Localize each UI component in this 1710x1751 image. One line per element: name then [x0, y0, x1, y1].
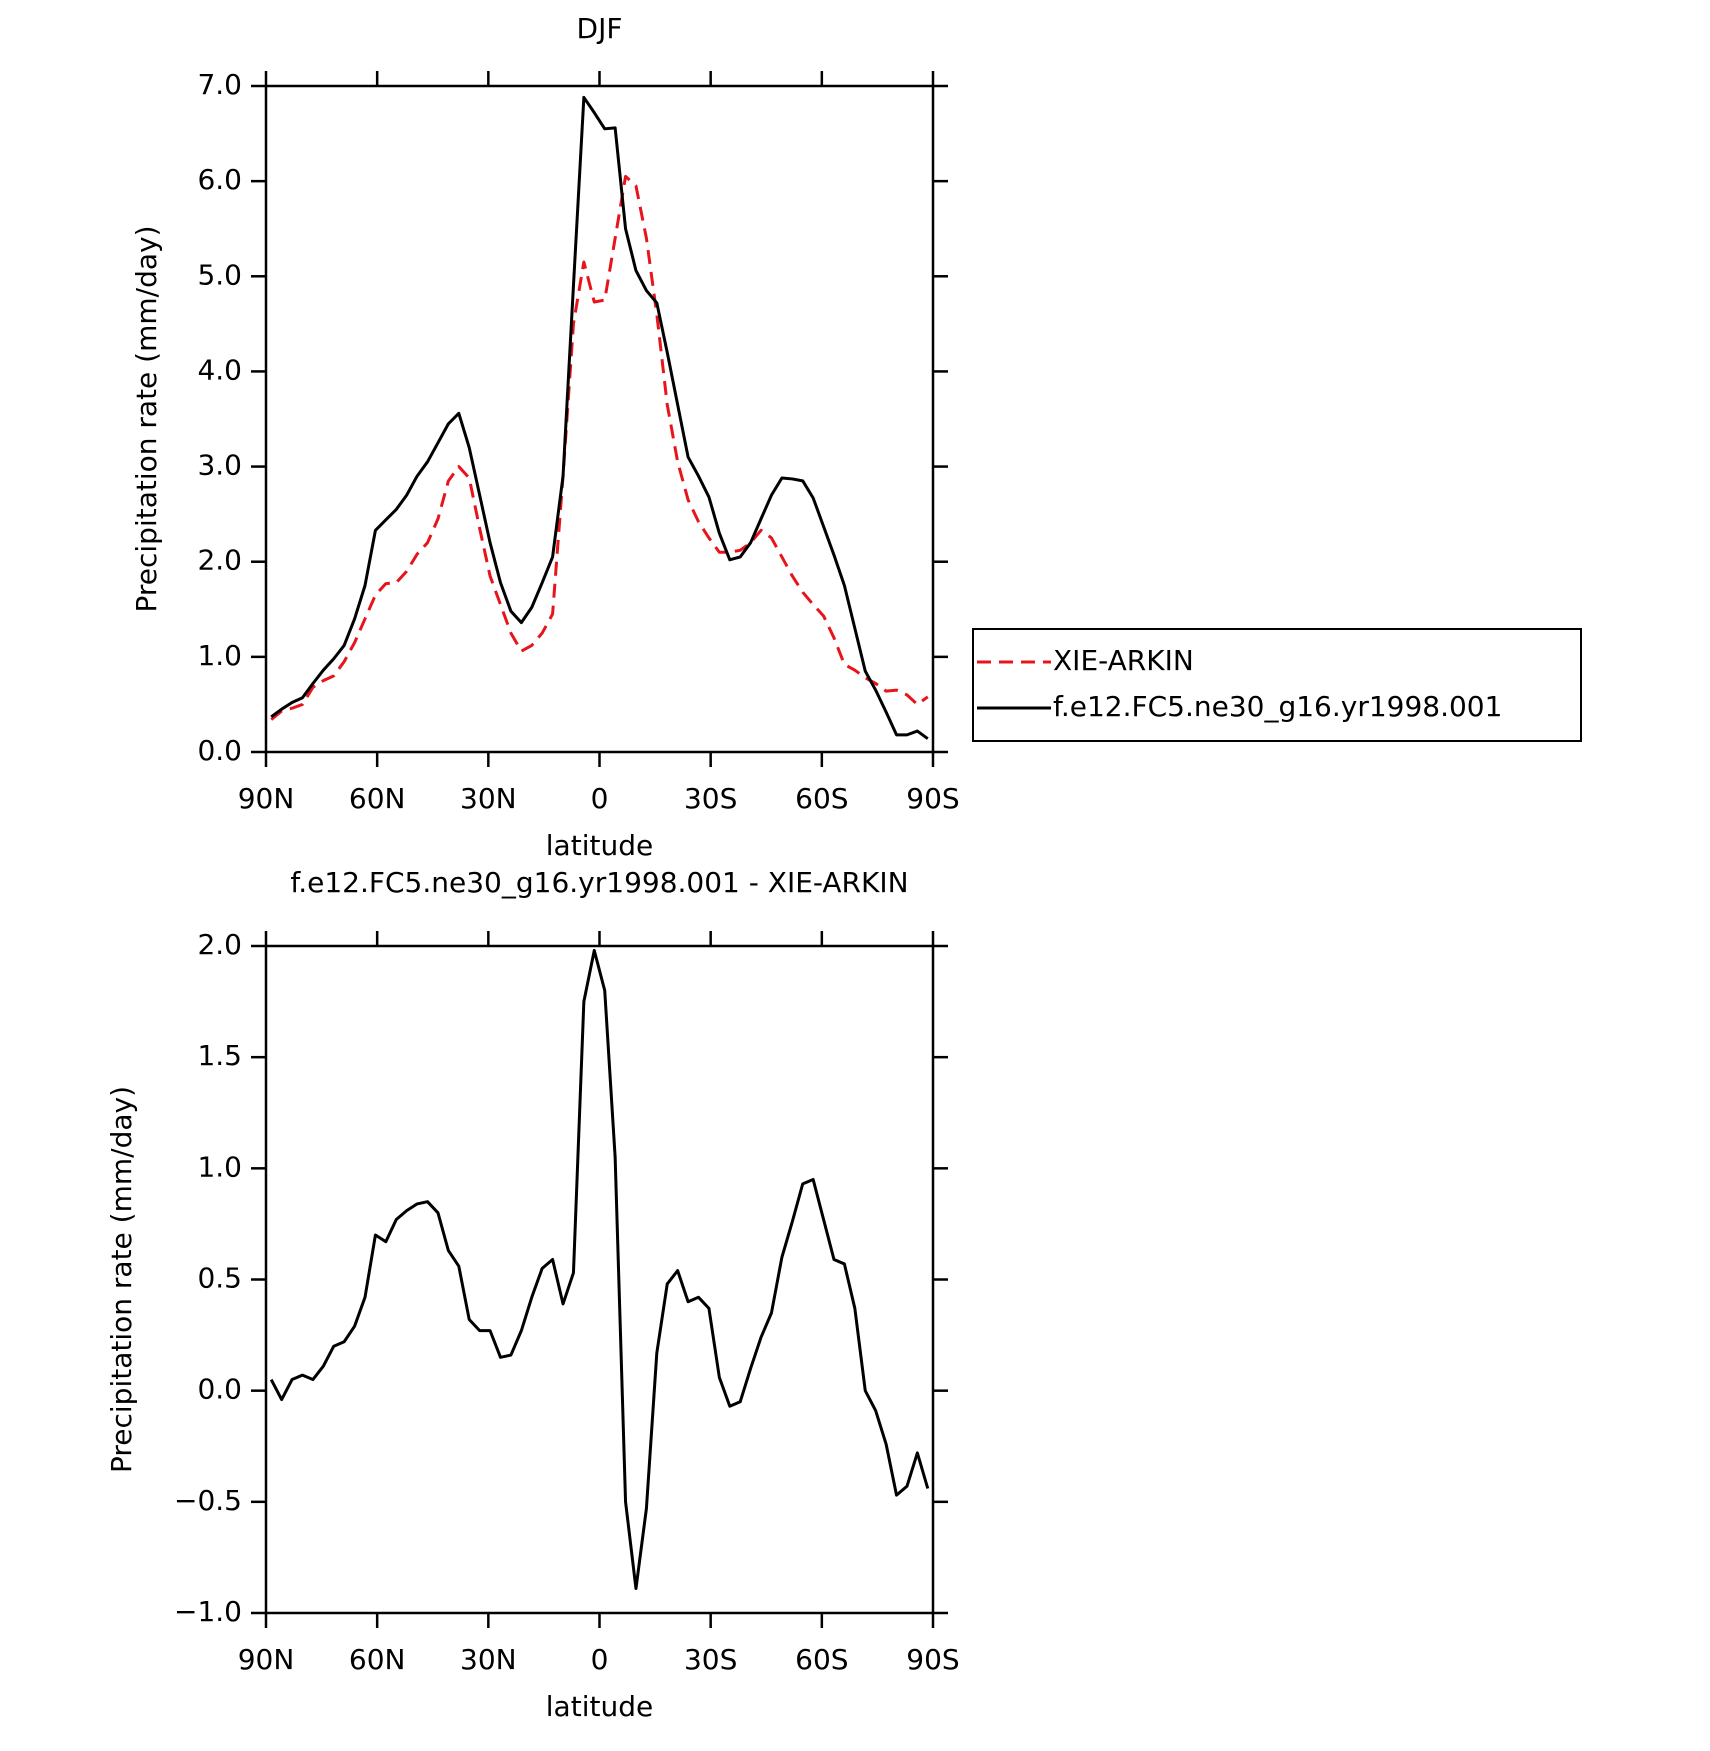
plot-frame	[264, 84, 935, 754]
legend-label: f.e12.FC5.ne30_g16.yr1998.001	[1053, 690, 1502, 723]
legend: XIE-ARKIN f.e12.FC5.ne30_g16.yr1998.001	[972, 628, 1582, 742]
y-tick-label: 1.0	[197, 639, 242, 672]
x-tick-label: 30N	[460, 782, 517, 815]
y-tick-label: 0.0	[197, 734, 242, 767]
x-tick-label: 90S	[906, 1643, 959, 1676]
y-tick-label: 1.0	[197, 1150, 242, 1183]
y-tick-label: 5.0	[197, 258, 242, 291]
x-tick-label: 0	[591, 1643, 609, 1676]
series-line	[270, 174, 929, 721]
y-tick-label: 2.0	[197, 928, 242, 961]
x-tick-label: 30S	[684, 1643, 737, 1676]
chart-title: f.e12.FC5.ne30_g16.yr1998.001 - XIE-ARKI…	[290, 866, 908, 899]
y-tick-label: 6.0	[197, 163, 242, 196]
series-line	[270, 95, 929, 740]
x-tick-label: 90N	[238, 782, 295, 815]
y-axis-label: Precipitation rate (mm/day)	[105, 1086, 138, 1473]
x-tick-label: 60S	[795, 1643, 848, 1676]
x-tick-label: 60S	[795, 782, 848, 815]
legend-label: XIE-ARKIN	[1053, 644, 1194, 677]
x-axis-label: latitude	[546, 1690, 653, 1723]
legend-box	[972, 628, 1582, 742]
x-tick-label: 90S	[906, 782, 959, 815]
x-tick-label: 30N	[460, 1643, 517, 1676]
x-tick-label: 90N	[238, 1643, 295, 1676]
y-tick-label: 1.5	[197, 1039, 242, 1072]
y-tick-label: 0.0	[197, 1373, 242, 1406]
y-axis-label: Precipitation rate (mm/day)	[130, 225, 163, 612]
y-tick-label: 3.0	[197, 449, 242, 482]
x-axis-label: latitude	[546, 829, 653, 862]
y-tick-label: 4.0	[197, 353, 242, 386]
y-tick-label: 0.5	[197, 1262, 242, 1295]
x-tick-label: 60N	[349, 1643, 406, 1676]
chart-title: DJF	[577, 12, 623, 45]
x-tick-label: 30S	[684, 782, 737, 815]
plot-frame	[264, 944, 935, 1615]
x-tick-label: 60N	[349, 782, 406, 815]
y-tick-label: 7.0	[197, 68, 242, 101]
y-tick-label: 2.0	[197, 544, 242, 577]
series-line	[269, 948, 930, 1591]
y-tick-label: −1.0	[174, 1595, 242, 1628]
y-tick-label: −0.5	[174, 1484, 242, 1517]
x-tick-label: 0	[591, 782, 609, 815]
